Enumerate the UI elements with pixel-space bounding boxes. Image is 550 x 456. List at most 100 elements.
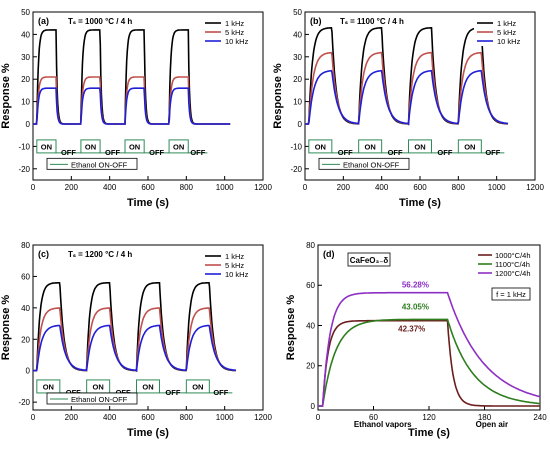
y-axis-title: Response % (0, 295, 12, 361)
series-line-5-kHz (33, 76, 231, 125)
x-tick-label: 0 (316, 413, 321, 422)
x-axis-title: Time (s) (399, 197, 441, 209)
off-label: OFF (149, 148, 164, 157)
y-tick-label: 80 (21, 241, 30, 250)
x-axis-title: Time (s) (408, 427, 450, 439)
on-box (136, 379, 160, 394)
x-tick-label: 400 (103, 413, 117, 422)
on-box (308, 139, 333, 154)
ethanol-legend-label: Ethanol ON-OFF (71, 160, 128, 169)
y-tick-label: 30 (21, 53, 30, 62)
on-box (457, 139, 482, 154)
ethanol-vapors-label: Ethanol vapors (354, 420, 412, 429)
y-tick-label: 0 (26, 120, 31, 129)
series-group (33, 282, 237, 373)
y-tick-label: 20 (306, 362, 315, 371)
on-box (408, 139, 432, 154)
y-tick-label: 40 (293, 30, 302, 39)
legend-entry: 5 kHz (225, 28, 244, 37)
off-label: OFF (165, 388, 180, 397)
y-tick-label: 0 (298, 120, 303, 129)
x-tick-label: 400 (103, 183, 117, 192)
panel-d: 0 60 120 180 240 0 20 40 60 80 Time (s) Response % (… (285, 241, 547, 439)
x-tick-label: 60 (369, 413, 378, 422)
series-line-5-kHz (33, 307, 236, 372)
on-label: ON (464, 142, 475, 151)
y-tick-label: 10 (21, 98, 30, 107)
frequency-label: f = 1 kHz (496, 290, 526, 299)
x-tick-label: 200 (337, 183, 351, 192)
x-tick-label: 0 (31, 183, 36, 192)
off-label: OFF (485, 148, 500, 157)
x-tick-label: 0 (303, 183, 308, 192)
series-line-1000°C/4h (318, 319, 540, 407)
ethanol-legend-box (46, 392, 138, 405)
y-tick-label: 50 (21, 8, 30, 17)
peak-value-label: 42.37% (398, 325, 425, 334)
x-tick-label: 180 (478, 413, 492, 422)
condition-label: Tₛ = 1200 °C / 4 h (68, 250, 132, 259)
x-tick-label: 1200 (254, 413, 272, 422)
panel-label: (a) (38, 16, 49, 26)
frequency-box (491, 287, 531, 301)
material-label: CaFeO₃₋δ (350, 256, 389, 265)
y-tick-label: -20 (18, 398, 30, 407)
series-line-1100°C/4h (318, 318, 540, 407)
y-tick-label: 20 (21, 75, 30, 84)
on-box (36, 139, 57, 154)
panel-label: (d) (323, 249, 335, 259)
ethanol-legend-label: Ethanol ON-OFF (343, 160, 400, 169)
y-axis-title: Response % (285, 295, 297, 361)
x-axis-title: Time (s) (127, 427, 169, 439)
off-label: OFF (190, 148, 205, 157)
on-label: ON (142, 382, 153, 391)
panel-a: 0 200 400 600 800 1000 1200 -20 -10 0 10 20 30 40 50 Ti… (0, 8, 272, 209)
off-label: OFF (61, 148, 76, 157)
series-line-1-kHz (33, 282, 237, 372)
x-tick-label: 1000 (488, 183, 506, 192)
y-axis-title: Response % (272, 63, 284, 129)
on-label: ON (41, 142, 52, 151)
condition-label: Tₛ = 1100 °C / 4 h (340, 17, 404, 26)
legend-entry: 10 kHz (497, 37, 521, 46)
x-tick-label: 400 (375, 183, 389, 192)
on-label: ON (129, 142, 140, 151)
series-line-10-kHz (305, 69, 509, 126)
x-tick-label: 800 (180, 183, 194, 192)
x-tick-label: 1200 (254, 183, 272, 192)
legend-entry: 5 kHz (225, 261, 244, 270)
panel-label: (b) (310, 16, 322, 26)
off-label: OFF (105, 148, 120, 157)
y-tick-label: 40 (306, 321, 315, 330)
y-tick-label: -10 (18, 142, 30, 151)
panel-b: 0 200 400 600 800 1000 1200 -20 -10 0 10 20 30 40 50 Ti… (272, 8, 544, 209)
material-box (347, 252, 391, 267)
on-box (124, 139, 145, 154)
series-group (318, 291, 540, 407)
ethanol-legend-box (46, 157, 138, 170)
on-box (80, 139, 101, 154)
y-tick-label: 0 (26, 367, 31, 376)
on-label: ON (93, 382, 104, 391)
x-tick-label: 1000 (216, 183, 234, 192)
series-line-5-kHz (305, 51, 509, 126)
y-tick-label: 20 (293, 75, 302, 84)
condition-label: Tₛ = 1000 °C / 4 h (68, 17, 132, 26)
x-tick-label: 200 (65, 183, 79, 192)
legend-entry: 1 kHz (225, 19, 244, 28)
y-tick-label: 20 (21, 335, 30, 344)
legend-entry: 1200°C/4h (495, 269, 531, 278)
x-axis-title: Time (s) (127, 197, 169, 209)
peak-value-label: 56.28% (402, 280, 429, 289)
off-label: OFF (116, 388, 131, 397)
on-label: ON (414, 142, 425, 151)
open-air-label: Open air (476, 420, 508, 429)
on-label: ON (43, 382, 54, 391)
off-label: OFF (213, 388, 228, 397)
ethanol-legend-box (318, 157, 410, 170)
y-tick-label: 0 (311, 402, 316, 411)
panel-label: (c) (38, 249, 49, 259)
y-tick-label: -10 (290, 142, 302, 151)
y-axis-title: Response % (0, 63, 12, 129)
